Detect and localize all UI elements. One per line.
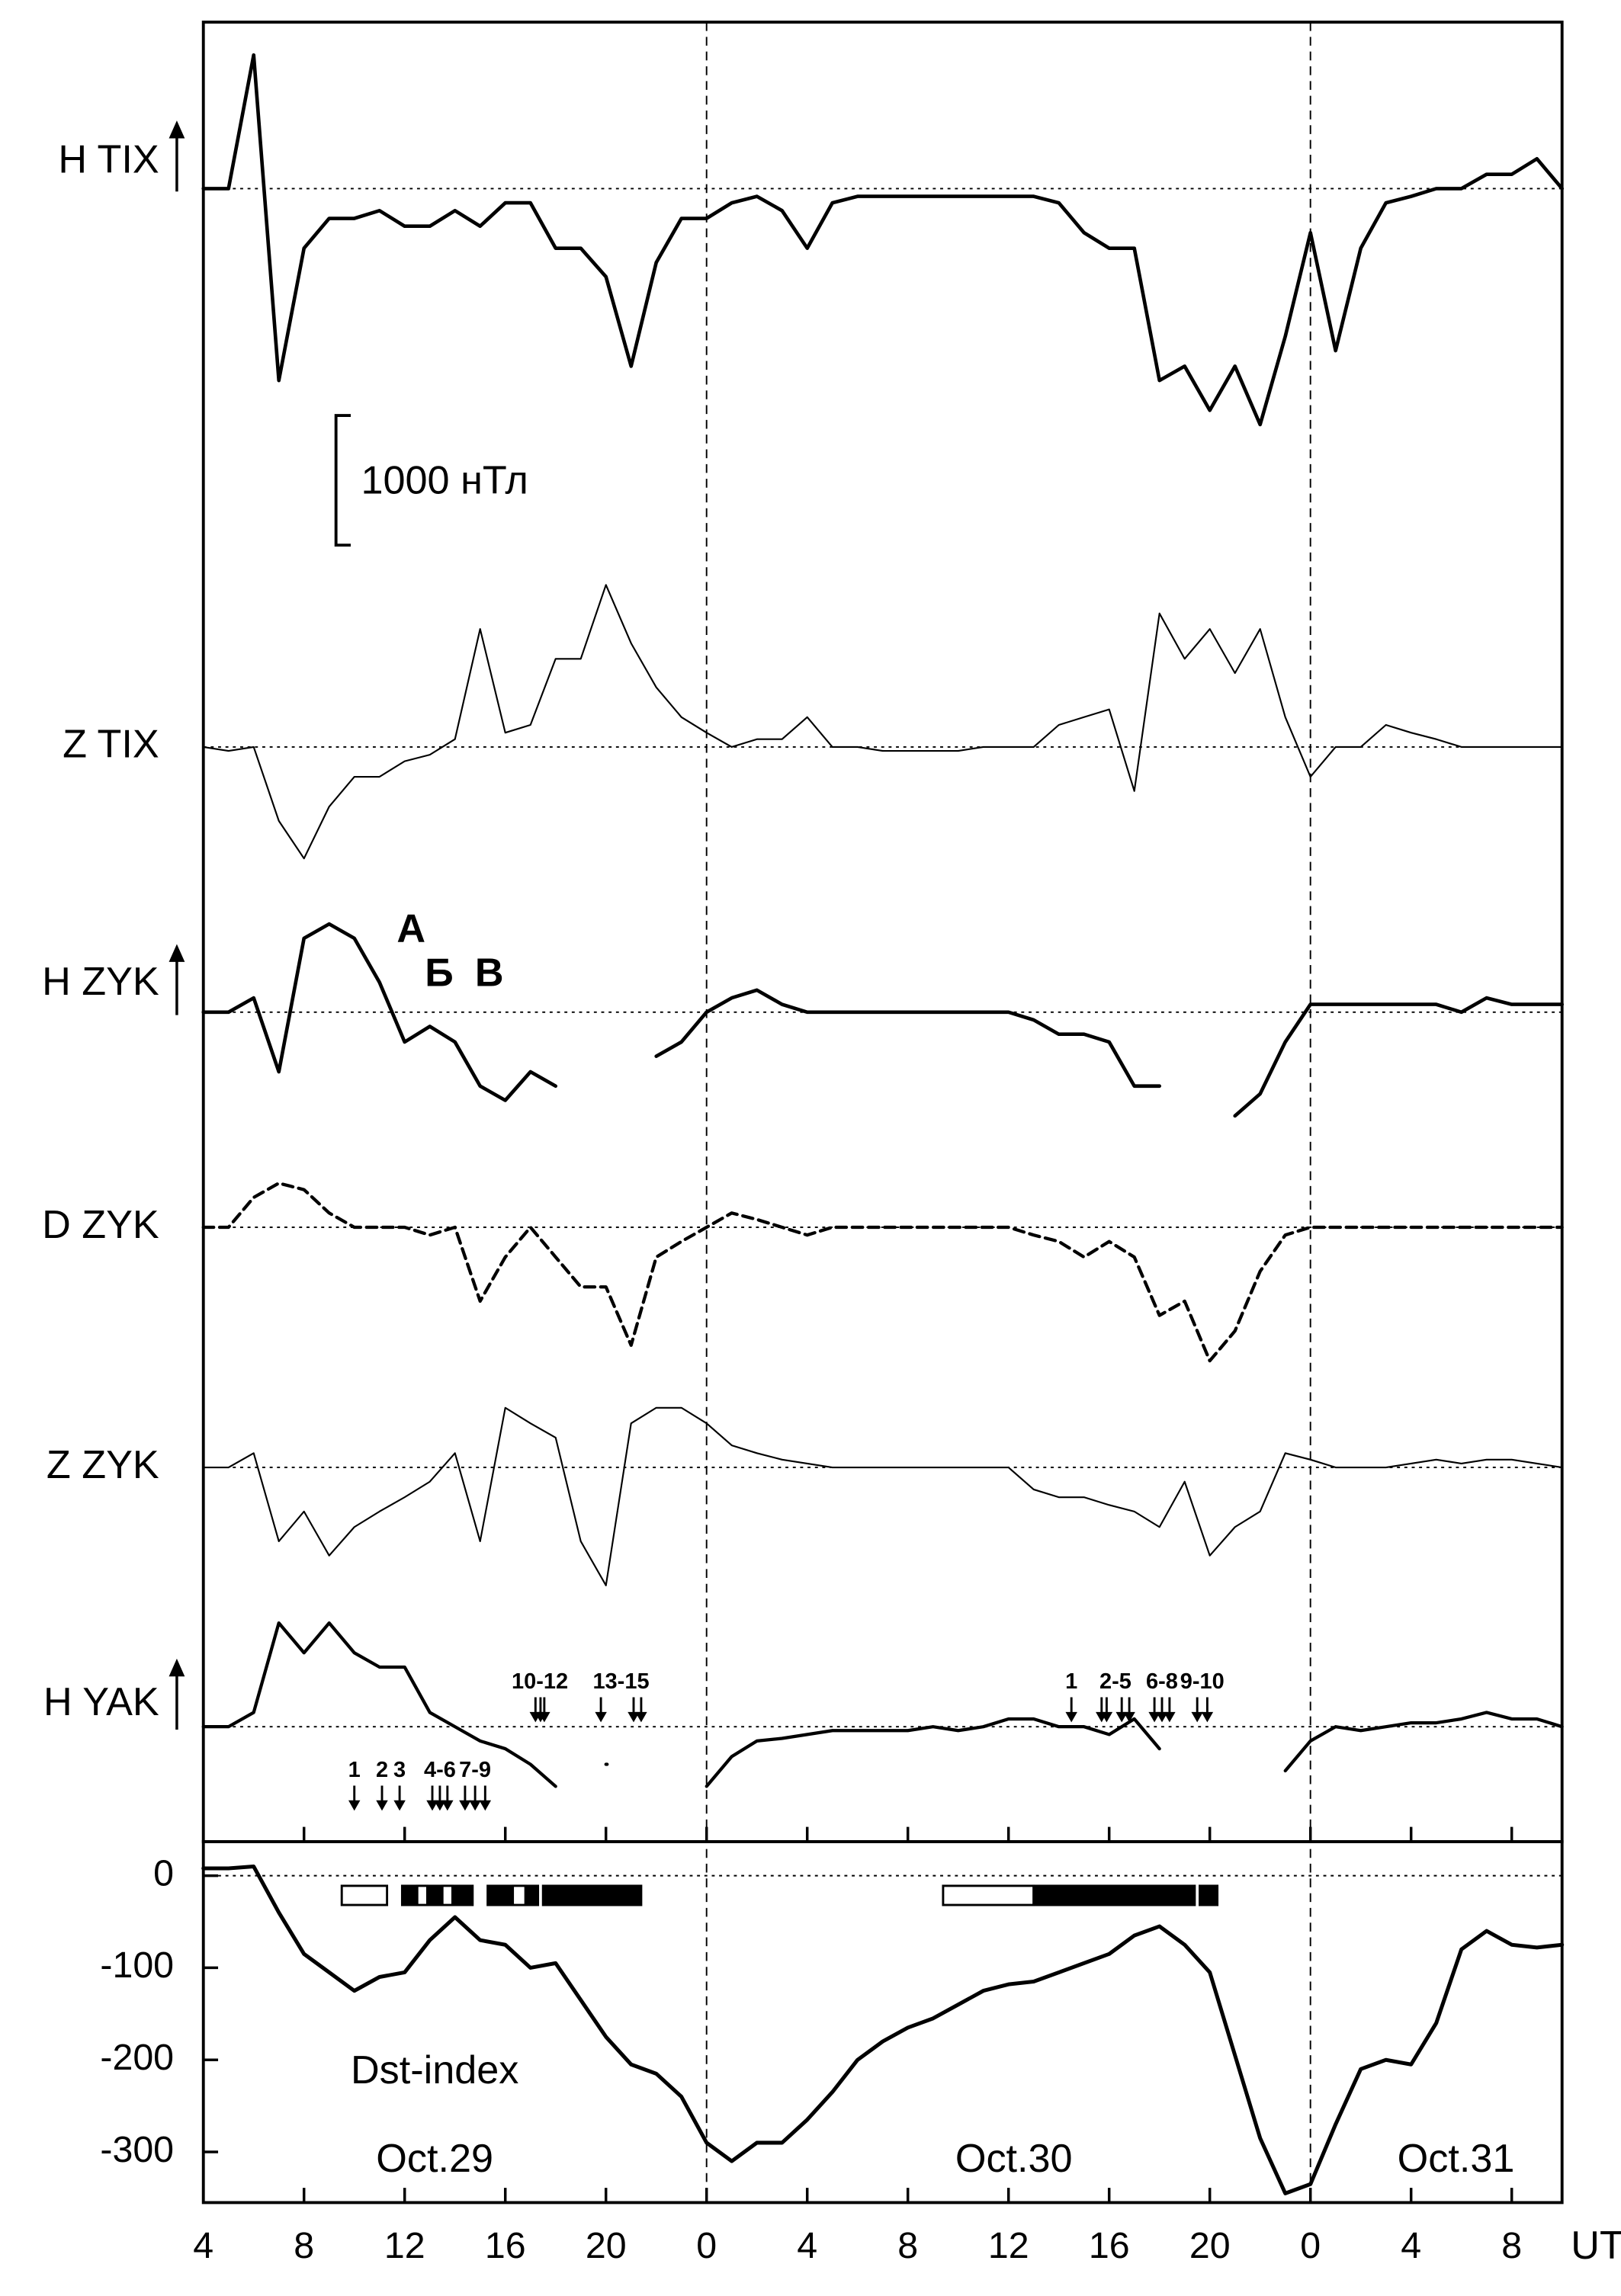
event-arrow-head [595,1711,607,1723]
event-arrow-head [479,1800,492,1811]
event-label: 10-12 [512,1669,568,1694]
interval [512,1884,527,1906]
scale-bar [334,414,351,547]
event-arrow-head [1148,1711,1160,1723]
event-arrow-head [538,1711,550,1723]
x-tick-label: 16 [485,2225,526,2266]
event-arrow-head [1115,1711,1128,1723]
x-tick-label: 8 [897,2225,918,2266]
dst-panel-frame [201,1839,1564,2205]
x-tick-label: 4 [193,2225,213,2266]
event-arrow-head [1100,1711,1113,1723]
event-label: 4-6 [424,1758,456,1782]
annotation: В [475,951,504,995]
day-label: Oct.30 [955,2137,1073,2181]
y-tick-label: -100 [100,1945,174,1986]
y-tick-label: -300 [100,2129,174,2170]
event-arrow-head [635,1711,647,1723]
interval [942,1884,1035,1906]
annotation: А [396,906,425,951]
interval [1199,1884,1219,1906]
interval [441,1884,454,1906]
x-axis-label: UT [1571,2224,1621,2268]
trace-label: H ZYK [42,960,159,1004]
x-tick-label: 20 [586,2225,627,2266]
trace [201,53,1565,427]
x-tick-label: 8 [294,2225,314,2266]
event-arrow-head [469,1800,481,1811]
h-arrow-head [169,120,185,139]
dst-label: Dst-index [351,2048,518,2092]
interval [1032,1884,1196,1906]
x-tick-label: 0 [1300,2225,1321,2266]
trace [201,1182,1564,1363]
trace-label: Z ZYK [47,1443,159,1487]
event-label: 1 [1065,1669,1077,1694]
day-label: Oct.29 [376,2137,493,2181]
event-label: 9-10 [1180,1669,1225,1694]
interval [400,1884,474,1906]
x-tick-label: 4 [1401,2225,1421,2266]
trace [201,1621,1564,1788]
event-arrow-head [628,1711,640,1723]
event-label: 1 [348,1758,361,1782]
trace-label: H TIX [58,137,159,181]
trace [202,1406,1563,1586]
h-arrow-head [169,944,185,962]
interval [541,1884,643,1906]
x-tick-label: 0 [696,2225,717,2266]
event-label: 6-8 [1146,1669,1178,1694]
event-arrow-head [1156,1711,1168,1723]
y-tick-label: -200 [100,2037,174,2078]
event-arrow-head [1065,1711,1077,1723]
x-tick-label: 12 [384,2225,425,2266]
h-arrows [169,120,185,1730]
event-arrow-head [426,1800,438,1811]
event-label: 7-9 [459,1758,491,1782]
event-arrow-head [1191,1711,1203,1723]
trace-label: H YAK [43,1680,159,1724]
y-tick-label: 0 [153,1852,174,1894]
event-arrow-head [441,1800,454,1811]
event-label: 3 [393,1758,406,1782]
day-label: Oct.31 [1398,2137,1515,2181]
interval [340,1884,389,1906]
interval [416,1884,429,1906]
x-tick-label: 16 [1089,2225,1130,2266]
event-arrow-head [1123,1711,1135,1723]
x-tick-label: 4 [797,2225,817,2266]
event-arrow-head [434,1800,446,1811]
x-tick-label: 12 [988,2225,1029,2266]
event-arrow-head [348,1800,361,1811]
annotation: Б [425,951,454,995]
h-arrow-head [169,1658,185,1677]
event-arrow-head [1201,1711,1214,1723]
event-label: 2-5 [1099,1669,1131,1694]
event-arrow-head [1164,1711,1176,1723]
trace-label: Z TIX [63,723,159,767]
event-arrow-head [376,1800,388,1811]
trace [202,584,1563,860]
event-arrow-head [393,1800,406,1811]
scale-bar-label: 1000 нТл [361,459,528,503]
trace [201,1865,1565,2195]
trace [201,922,1565,1118]
x-tick-label: 8 [1501,2225,1522,2266]
event-label: 13-15 [592,1669,649,1694]
trace-label: D ZYK [42,1203,159,1247]
event-label: 2 [376,1758,388,1782]
event-arrow-head [459,1800,471,1811]
x-tick-label: 20 [1189,2225,1231,2266]
